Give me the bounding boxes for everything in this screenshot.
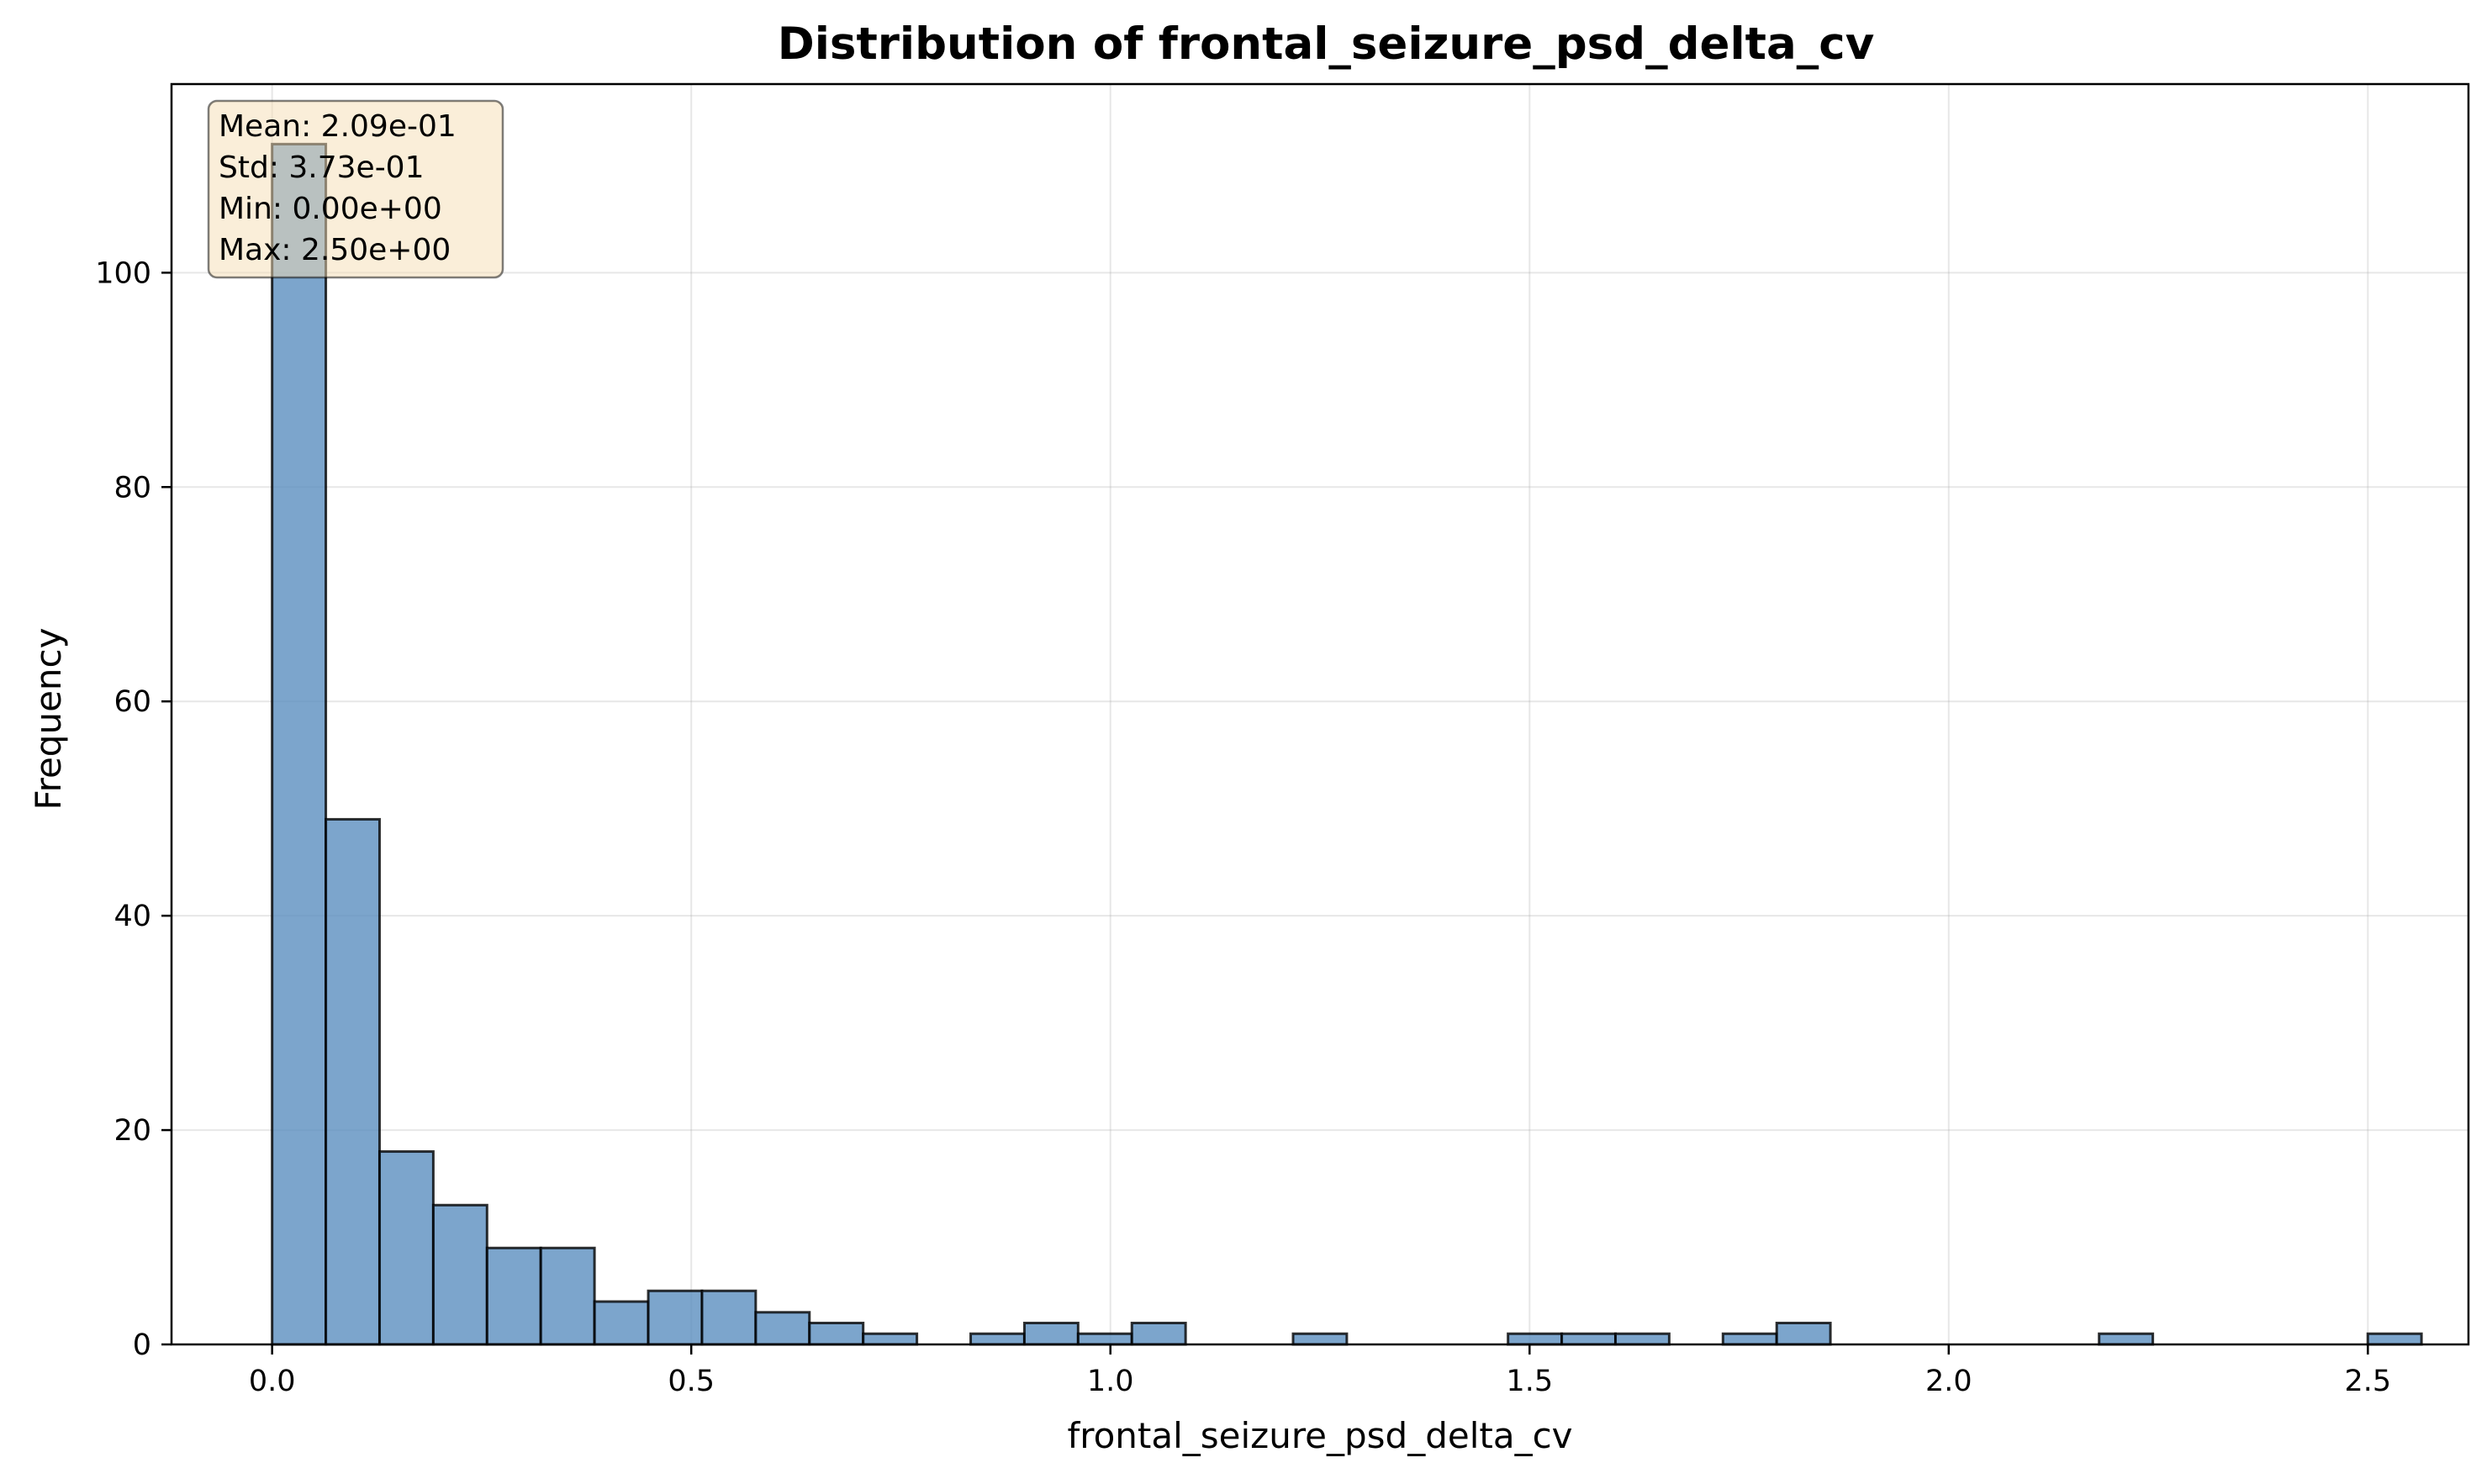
histogram-bar (485, 1246, 542, 1346)
x-axis-label: frontal_seizure_psd_delta_cv (1067, 1415, 1572, 1456)
histogram-bar (1721, 1332, 1778, 1346)
x-axis-ticks: 0.0 0.5 1.0 1.5 2.0 2.5 (249, 1344, 2391, 1398)
histogram-bar (1613, 1332, 1671, 1346)
histogram-bar (593, 1300, 650, 1346)
y-tick-label: 60 (114, 685, 151, 719)
histogram-bar (969, 1332, 1026, 1346)
histogram-bar (1130, 1322, 1187, 1346)
histogram-bar (325, 817, 381, 1346)
y-tick-label: 100 (95, 256, 151, 290)
histogram-bar (1076, 1332, 1133, 1346)
y-axis-ticks: 0 20 40 60 80 100 (95, 256, 172, 1362)
histogram-bar (2366, 1332, 2423, 1346)
histogram-bars (271, 142, 2423, 1346)
histogram-bar (539, 1246, 596, 1346)
histogram-bar (647, 1289, 704, 1346)
histogram-bar (1775, 1322, 1832, 1346)
x-tick-label: 0.5 (668, 1365, 715, 1398)
x-tick-label: 2.0 (1925, 1365, 1972, 1398)
stats-box-background (207, 99, 504, 279)
histogram-bar (1507, 1332, 1564, 1346)
histogram-bar (1022, 1322, 1080, 1346)
histogram-bar (271, 142, 328, 1346)
y-tick-label: 40 (114, 900, 151, 933)
histogram-bar (808, 1322, 865, 1346)
histogram-bar (377, 1150, 435, 1346)
histogram-bar (431, 1203, 488, 1346)
x-tick-label: 2.5 (2345, 1365, 2392, 1398)
y-axis-label: Frequency (28, 628, 69, 811)
plot-area-frame (170, 82, 2470, 1346)
chart-title: Distribution of frontal_seizure_psd_delt… (778, 18, 1875, 70)
x-tick-label: 0.0 (249, 1365, 296, 1398)
histogram-bar (1560, 1332, 1617, 1346)
stats-min: Min: 0.00e+00 (219, 192, 442, 226)
stats-max: Max: 2.50e+00 (219, 233, 451, 267)
histogram-bar (862, 1332, 919, 1346)
y-tick-label: 20 (114, 1114, 151, 1148)
histogram-bar (2098, 1332, 2155, 1346)
x-tick-label: 1.0 (1087, 1365, 1134, 1398)
histogram-bar (1291, 1332, 1349, 1346)
stats-mean: Mean: 2.09e-01 (219, 109, 457, 144)
stats-std: Std: 3.73e-01 (219, 151, 425, 185)
histogram-bar (700, 1289, 758, 1346)
y-tick-label: 0 (133, 1328, 151, 1362)
x-tick-label: 1.5 (1506, 1365, 1553, 1398)
stats-box: Mean: 2.09e-01 Std: 3.73e-01 Min: 0.00e+… (207, 99, 504, 279)
histogram-bar (754, 1311, 811, 1346)
y-tick-label: 80 (114, 471, 151, 504)
